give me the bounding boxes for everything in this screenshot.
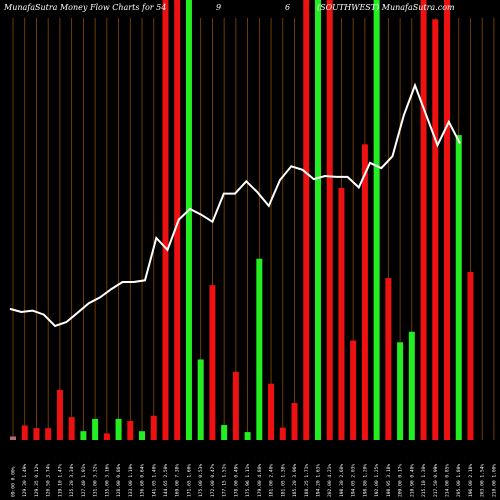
bar-negative — [103, 433, 110, 440]
bar-positive — [115, 418, 122, 440]
x-tick-label: 185.20 3.96% — [292, 464, 298, 497]
x-tick-label: 175.96 1.11% — [245, 464, 251, 497]
bar-negative — [162, 0, 169, 440]
x-tick-label: 181.05 1.38% — [280, 464, 286, 497]
bar-negative — [232, 371, 239, 440]
x-tick-label: 194.05 2.03% — [351, 464, 357, 497]
x-tick-label: 09:00 0.00% — [11, 466, 17, 497]
x-tick-label: 125.20 3.34% — [69, 464, 75, 497]
x-tick-label: 198.95 3.18% — [386, 464, 392, 497]
x-tick-label: 198.30 2.60% — [339, 464, 345, 497]
x-tick-label: 203.00 1.54% — [480, 464, 486, 497]
chart-title-mid1: 9 — [216, 3, 221, 12]
bar-negative — [33, 428, 40, 440]
x-tick-label: 144.65 2.50% — [163, 464, 169, 497]
x-tick-label: 205.00 1.80% — [456, 464, 462, 497]
x-tick-label: 141.05 1.40% — [151, 464, 157, 497]
bar-negative — [150, 415, 157, 440]
bar-negative — [338, 187, 345, 440]
x-tick-label: 171.65 1.60% — [187, 464, 193, 497]
bar-negative — [45, 428, 52, 440]
x-tick-label: 181.00 2.40% — [269, 464, 275, 497]
chart-title-mid2: 6 — [285, 3, 290, 12]
x-tick-label: 136.60 0.64% — [140, 464, 146, 497]
x-tick-label: 129.30 1.49% — [22, 464, 28, 497]
bar-positive — [92, 418, 99, 440]
x-tick-label: 217.50 0.99% — [433, 464, 439, 497]
money-flow-bars — [10, 0, 474, 441]
x-tick-label: 178.00 0.49% — [233, 464, 239, 497]
x-tick-label: 128.90 0.86% — [116, 464, 122, 497]
bar-negative — [209, 285, 216, 440]
bar-negative — [385, 278, 392, 440]
bar-positive — [397, 342, 404, 440]
x-tick-label: 210.00 1.00% — [491, 464, 497, 497]
x-tick-label: 198.80 1.20% — [362, 464, 368, 497]
x-tick-label: 196.00 2.18% — [468, 464, 474, 497]
bar-positive — [256, 258, 263, 440]
bar-positive — [244, 432, 251, 440]
bar-negative — [361, 144, 368, 440]
bar-negative — [56, 389, 63, 440]
x-tick-label: 179.00 4.80% — [257, 464, 263, 497]
x-tick-label: 214.00 0.85% — [445, 464, 451, 497]
bar-negative — [174, 0, 181, 440]
bar-positive — [80, 431, 87, 440]
bar-negative — [68, 417, 75, 440]
bar-negative — [268, 383, 275, 440]
x-tick-label: 210.90 0.40% — [409, 464, 415, 497]
x-tick-label: 133.00 1.10% — [128, 464, 134, 497]
x-tick-label: 129.35 0.12% — [34, 464, 40, 497]
x-tick-label: 177.15 1.51% — [222, 464, 228, 497]
x-tick-label: 215.10 1.30% — [421, 464, 427, 497]
bar-negative — [127, 421, 134, 440]
bar-positive — [139, 431, 146, 440]
x-tick-label: 131.00 3.32% — [93, 464, 99, 497]
x-tick-label: 175.00 0.53% — [198, 464, 204, 497]
bar-positive — [185, 0, 192, 440]
bar-positive — [455, 135, 462, 440]
x-tick-label: 127.40 1.91% — [81, 464, 87, 497]
x-tick-label: 209.00 0.17% — [398, 464, 404, 497]
bar-negative — [326, 0, 333, 440]
x-tick-label: 135.00 3.16% — [104, 464, 110, 497]
x-tick-label: 172.00 0.47% — [210, 464, 216, 497]
bar-neutral — [10, 436, 16, 440]
bar-negative — [432, 19, 439, 441]
bar-negative — [291, 403, 298, 440]
x-tick-label: 169.00 7.38% — [175, 464, 181, 497]
chart-title-right: (SOUTHWEST) MunafaSutra.com — [317, 3, 455, 12]
bar-negative — [279, 427, 286, 440]
bar-negative — [303, 0, 310, 440]
x-tick-label: 192.00 1.25% — [374, 464, 380, 497]
money-flow-line — [9, 82, 461, 328]
bar-positive — [373, 0, 380, 440]
x-tick-label: 119.10 1.47% — [57, 464, 63, 497]
x-tick-label: 194.20 1.63% — [316, 464, 322, 497]
bar-negative — [21, 425, 28, 440]
x-tick-label: 202.00 4.21% — [327, 464, 333, 497]
bar-negative — [467, 271, 474, 440]
bar-negative — [420, 0, 427, 440]
bar-positive — [408, 331, 415, 440]
x-tick-label: 120.50 3.74% — [46, 464, 52, 497]
bar-negative — [444, 0, 451, 440]
bar-negative — [350, 340, 357, 440]
x-tick-label: 188.25 1.71% — [304, 464, 310, 497]
bar-positive — [221, 425, 228, 440]
bar-positive — [314, 0, 321, 440]
bar-positive — [197, 359, 204, 440]
chart-title-left: MunafaSutra Money Flow Charts for 54 — [3, 3, 166, 12]
x-axis-labels: 09:00 0.00% 129.30 1.49% 129.35 0.12% 120.5… — [11, 464, 498, 497]
